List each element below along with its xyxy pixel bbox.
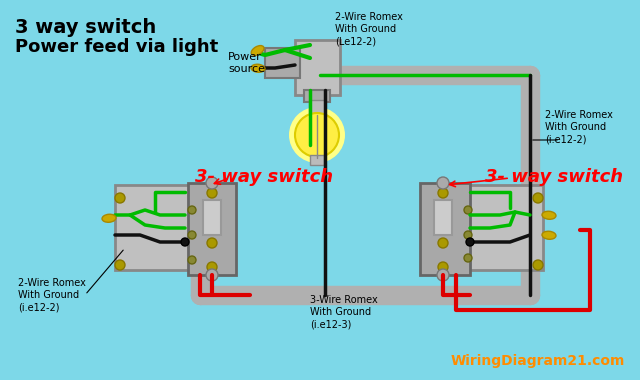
Text: 2-Wire Romex
With Ground
(Le12-2): 2-Wire Romex With Ground (Le12-2) [335,12,403,47]
Circle shape [289,107,345,163]
Circle shape [188,206,196,214]
Circle shape [437,269,449,281]
Circle shape [115,193,125,203]
Circle shape [115,260,125,270]
Bar [310,155,324,165]
Text: Power feed via light: Power feed via light [15,38,218,56]
Circle shape [438,238,448,248]
Circle shape [533,193,543,203]
Text: 3-Wire Romex
With Ground
(i.e12-3): 3-Wire Romex With Ground (i.e12-3) [310,295,378,330]
Text: WiringDiagram21.com: WiringDiagram21.com [451,354,625,368]
Bar [188,183,236,275]
Circle shape [533,260,543,270]
Circle shape [438,188,448,198]
Ellipse shape [102,214,116,222]
Circle shape [181,238,189,246]
Circle shape [207,188,217,198]
Text: 3- way switch: 3- way switch [485,168,623,186]
Bar [304,90,330,102]
Ellipse shape [542,231,556,239]
Text: Power
source: Power source [228,52,265,74]
Text: 3- way switch: 3- way switch [195,168,333,186]
Circle shape [464,231,472,239]
Circle shape [295,113,339,157]
Ellipse shape [252,46,264,55]
Bar [309,100,325,120]
Bar [203,200,221,235]
Bar [115,185,190,270]
Circle shape [464,254,472,262]
Circle shape [188,256,196,264]
Bar [265,48,300,78]
Circle shape [207,262,217,272]
Circle shape [206,177,218,189]
Text: 2-Wire Romex
With Ground
(i.e12-2): 2-Wire Romex With Ground (i.e12-2) [545,110,613,145]
Text: 2-Wire Romex
With Ground
(i.e12-2): 2-Wire Romex With Ground (i.e12-2) [18,278,86,313]
Circle shape [438,262,448,272]
Bar [434,200,452,235]
Ellipse shape [542,211,556,219]
Text: 3 way switch: 3 way switch [15,18,156,37]
Bar [468,185,543,270]
Circle shape [464,206,472,214]
Circle shape [206,269,218,281]
Circle shape [437,177,449,189]
Bar [295,40,340,95]
Bar [420,183,470,275]
Circle shape [466,238,474,246]
Ellipse shape [251,64,265,72]
Circle shape [188,231,196,239]
Circle shape [207,238,217,248]
